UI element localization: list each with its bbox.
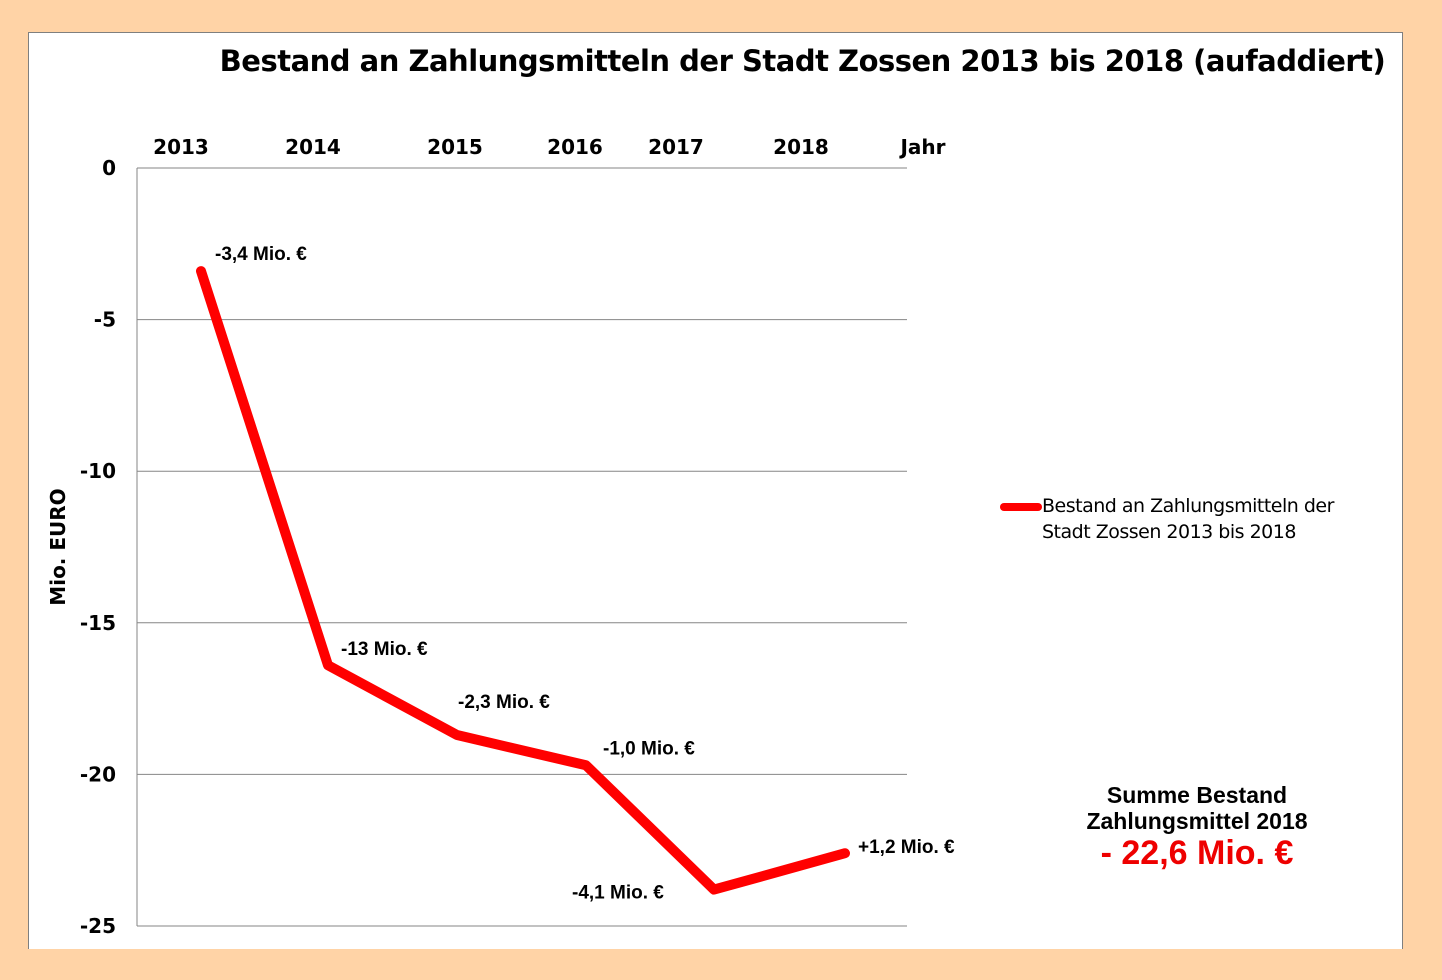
data-label: -3,4 Mio. € [215,244,307,265]
y-tick-label: -15 [80,611,116,635]
summary-box: Summe Bestand Zahlungsmittel 2018 - 22,6… [1047,782,1347,872]
y-tick-label: -20 [80,762,116,786]
x-tick-label: 2016 [547,135,603,159]
y-tick-label: -5 [94,308,116,332]
summary-line2: Zahlungsmittel 2018 [1086,808,1308,834]
x-axis-label: Jahr [898,135,945,159]
data-label: -2,3 Mio. € [458,692,550,713]
x-tick-label: 2015 [427,135,483,159]
x-tick-label: 2014 [285,135,341,159]
x-tick-label: 2018 [773,135,829,159]
y-tick-label: -25 [80,914,116,938]
x-tick-label: 2017 [648,135,704,159]
chart-frame [28,32,1403,949]
legend-label: Bestand an Zahlungsmitteln der Stadt Zos… [1042,495,1334,543]
summary-value: - 22,6 Mio. € [1100,834,1294,872]
legend-swatch [1000,503,1042,511]
data-label: -4,1 Mio. € [572,883,664,904]
y-tick-label: 0 [102,156,116,180]
data-label: -1,0 Mio. € [603,738,695,759]
x-tick-label: 2013 [153,135,209,159]
data-label: -13 Mio. € [341,639,428,660]
data-label: +1,2 Mio. € [858,837,955,858]
chart-title: Bestand an Zahlungsmitteln der Stadt Zos… [219,44,1386,78]
summary-line1: Summe Bestand [1106,782,1288,808]
series-line [196,266,850,895]
y-tick-label: -10 [80,459,116,483]
y-axis-label: Mio. EURO [46,488,70,606]
